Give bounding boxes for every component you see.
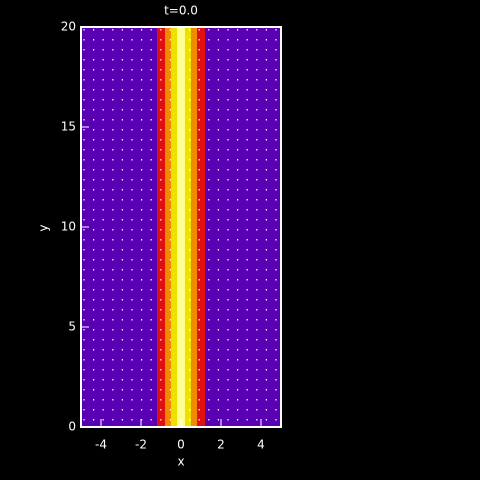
x-axis-label: x bbox=[177, 455, 184, 469]
heat-band bbox=[81, 27, 157, 427]
heat-band bbox=[177, 27, 185, 427]
heat-band bbox=[171, 27, 177, 427]
heat-band bbox=[157, 27, 165, 427]
y-axis-label: y bbox=[37, 224, 51, 231]
heat-band bbox=[165, 27, 171, 427]
y-tick-label: 20 bbox=[61, 20, 76, 34]
y-tick-label: 0 bbox=[68, 420, 76, 434]
x-tick-label: -2 bbox=[135, 438, 147, 452]
x-tick-label: 0 bbox=[177, 438, 185, 452]
heat-band bbox=[191, 27, 197, 427]
x-tick-label: -4 bbox=[95, 438, 107, 452]
y-tick-label: 15 bbox=[61, 120, 76, 134]
heat-band bbox=[185, 27, 191, 427]
x-tick-label: 4 bbox=[257, 438, 265, 452]
y-tick-label: 5 bbox=[68, 320, 76, 334]
x-tick-label: 2 bbox=[217, 438, 225, 452]
chart-title: t=0.0 bbox=[164, 4, 198, 18]
y-tick-label: 10 bbox=[61, 220, 76, 234]
heat-band bbox=[205, 27, 281, 427]
heat-band bbox=[197, 27, 205, 427]
